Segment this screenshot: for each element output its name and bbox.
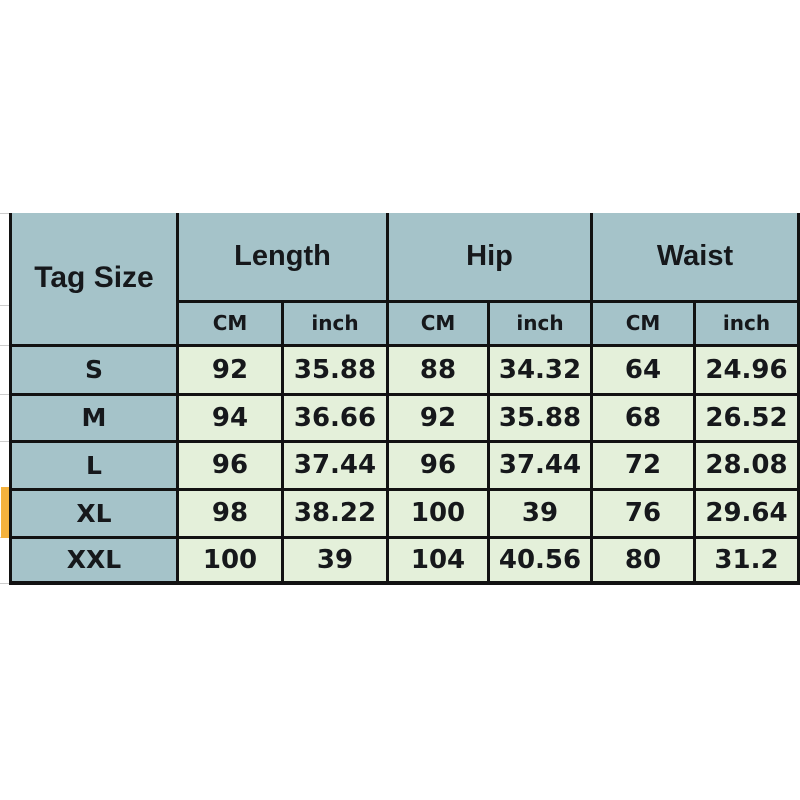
tag-size-header-cell: Tag Size: [9, 213, 179, 347]
measurement-value-cell: 34.32: [487, 343, 593, 396]
measurement-value-cell: 96: [386, 439, 490, 491]
measurement-value-cell: 80: [590, 535, 696, 585]
size-label-cell: M: [9, 392, 179, 443]
measurement-value-cell: 40.56: [487, 535, 593, 585]
measurement-value-cell: 26.52: [693, 392, 800, 443]
measurement-value-cell: 72: [590, 439, 696, 491]
hip-inch-header: inch: [487, 299, 593, 347]
table-row-xl: XL 98 38.22 100 39 76 29.64: [9, 487, 800, 539]
measurement-value-cell: 64: [590, 343, 696, 396]
measurement-value-cell: 96: [176, 439, 284, 491]
size-label-cell: L: [9, 439, 179, 491]
size-chart-table: Tag Size Length Hip Waist CM inch CM inc…: [9, 213, 800, 585]
measurement-value-cell: 39: [487, 487, 593, 539]
waist-inch-header: inch: [693, 299, 800, 347]
group-header-row: Tag Size Length Hip Waist: [9, 213, 800, 347]
margin-gridline: [0, 441, 9, 442]
measurement-value-cell: 35.88: [281, 343, 389, 396]
length-inch-header: inch: [281, 299, 389, 347]
margin-gridline: [0, 394, 9, 395]
margin-gridline: [0, 583, 9, 584]
measurement-value-cell: 28.08: [693, 439, 800, 491]
size-label-cell: XXL: [9, 535, 179, 585]
margin-gridline: [0, 345, 9, 346]
table-row-s: S 92 35.88 88 34.32 64 24.96: [9, 343, 800, 396]
measurement-value-cell: 38.22: [281, 487, 389, 539]
table-row-m: M 94 36.66 92 35.88 68 26.52: [9, 392, 800, 443]
measurement-value-cell: 35.88: [487, 392, 593, 443]
waist-cm-header: CM: [590, 299, 696, 347]
table-row-l: L 96 37.44 96 37.44 72 28.08: [9, 439, 800, 491]
size-label-cell: S: [9, 343, 179, 396]
measurement-value-cell: 100: [386, 487, 490, 539]
measurement-value-cell: 94: [176, 392, 284, 443]
margin-gridline: [0, 305, 9, 306]
length-cm-header: CM: [176, 299, 284, 347]
hip-group-header: Hip: [386, 213, 593, 303]
measurement-value-cell: 31.2: [693, 535, 800, 585]
measurement-value-cell: 24.96: [693, 343, 800, 396]
length-group-header: Length: [176, 213, 389, 303]
margin-gridline: [0, 213, 9, 214]
measurement-value-cell: 68: [590, 392, 696, 443]
measurement-value-cell: 37.44: [281, 439, 389, 491]
unit-header-row: CM inch CM inch CM inch: [11, 299, 800, 347]
waist-group-header: Waist: [590, 213, 800, 303]
measurement-value-cell: 88: [386, 343, 490, 396]
measurement-value-cell: 76: [590, 487, 696, 539]
measurement-value-cell: 104: [386, 535, 490, 585]
row-highlight-marker: [1, 487, 9, 538]
measurement-value-cell: 36.66: [281, 392, 389, 443]
measurement-value-cell: 98: [176, 487, 284, 539]
measurement-value-cell: 92: [176, 343, 284, 396]
hip-cm-header: CM: [386, 299, 490, 347]
measurement-value-cell: 92: [386, 392, 490, 443]
table-row-xxl: XXL 100 39 104 40.56 80 31.2: [9, 535, 800, 585]
size-label-cell: XL: [9, 487, 179, 539]
measurement-value-cell: 100: [176, 535, 284, 585]
measurement-value-cell: 39: [281, 535, 389, 585]
measurement-value-cell: 29.64: [693, 487, 800, 539]
measurement-value-cell: 37.44: [487, 439, 593, 491]
